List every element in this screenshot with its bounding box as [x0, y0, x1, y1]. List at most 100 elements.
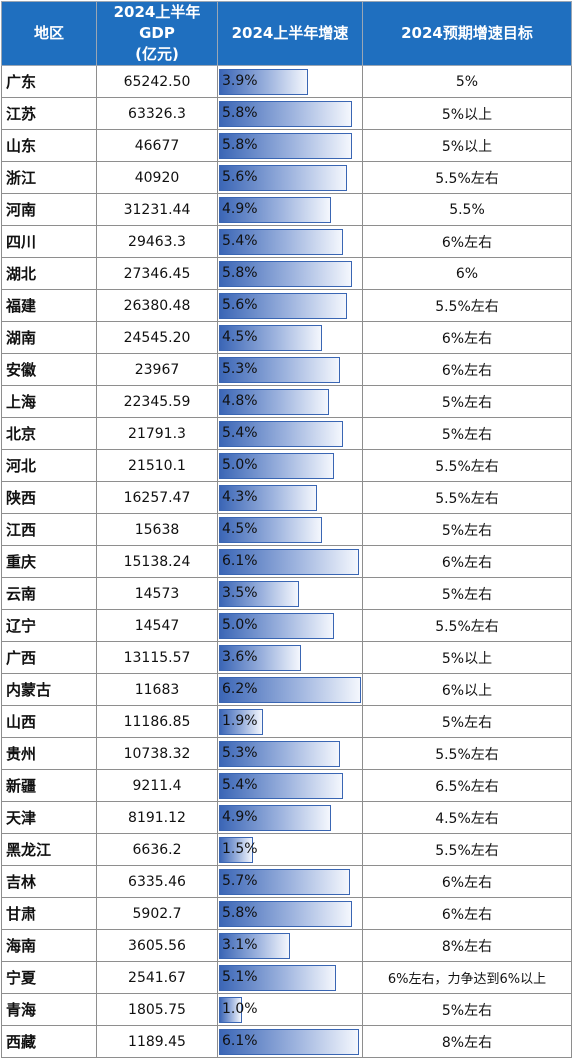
table-row: 重庆 15138.24 6.1% 6%左右	[1, 545, 572, 578]
gdp-cell: 16257.47	[96, 481, 218, 514]
gdp-cell: 46677	[96, 129, 218, 162]
table-row: 四川 29463.3 5.4% 6%左右	[1, 225, 572, 258]
growth-bar	[219, 901, 352, 927]
target-cell: 5%左右	[362, 705, 572, 738]
target-cell: 5.5%	[362, 193, 572, 226]
growth-cell: 4.5%	[217, 321, 363, 354]
growth-cell: 5.3%	[217, 737, 363, 770]
region-cell: 北京	[1, 417, 97, 450]
growth-bar	[219, 613, 334, 639]
gdp-cell: 6335.46	[96, 865, 218, 898]
growth-cell: 5.1%	[217, 961, 363, 994]
gdp-cell: 3605.56	[96, 929, 218, 962]
table-row: 黑龙江 6636.2 1.5% 5.5%左右	[1, 833, 572, 866]
growth-value: 5.6%	[222, 297, 258, 313]
target-cell: 5.5%左右	[362, 161, 572, 194]
growth-value: 6.2%	[222, 681, 258, 697]
target-cell: 6%左右	[362, 321, 572, 354]
table-row: 江西 15638 4.5% 5%左右	[1, 513, 572, 546]
growth-bar	[219, 325, 322, 351]
growth-bar	[219, 453, 334, 479]
gdp-cell: 11186.85	[96, 705, 218, 738]
growth-bar	[219, 357, 340, 383]
growth-bar	[219, 997, 242, 1023]
growth-bar	[219, 101, 352, 127]
growth-bar	[219, 293, 347, 319]
growth-bar	[219, 677, 361, 703]
target-cell: 5.5%左右	[362, 449, 572, 482]
table-row: 福建 26380.48 5.6% 5.5%左右	[1, 289, 572, 322]
growth-cell: 5.6%	[217, 289, 363, 322]
growth-bar	[219, 229, 343, 255]
growth-cell: 5.3%	[217, 353, 363, 386]
region-cell: 江苏	[1, 97, 97, 130]
target-cell: 4.5%左右	[362, 801, 572, 834]
growth-bar	[219, 645, 301, 671]
target-cell: 5%以上	[362, 129, 572, 162]
gdp-cell: 22345.59	[96, 385, 218, 418]
gdp-cell: 23967	[96, 353, 218, 386]
growth-bar	[219, 261, 352, 287]
table-header-row: 地区 2024上半年GDP (亿元) 2024上半年增速 2024预期增速目标	[1, 1, 572, 66]
growth-cell: 4.5%	[217, 513, 363, 546]
target-cell: 5.5%左右	[362, 833, 572, 866]
growth-value: 5.8%	[222, 137, 258, 153]
growth-bar	[219, 549, 359, 575]
region-cell: 黑龙江	[1, 833, 97, 866]
target-cell: 8%左右	[362, 929, 572, 962]
table-row: 河北 21510.1 5.0% 5.5%左右	[1, 449, 572, 482]
target-cell: 5%左右	[362, 993, 572, 1026]
table-row: 湖北 27346.45 5.8% 6%	[1, 257, 572, 290]
table-row: 安徽 23967 5.3% 6%左右	[1, 353, 572, 386]
gdp-cell: 15638	[96, 513, 218, 546]
growth-cell: 1.0%	[217, 993, 363, 1026]
region-cell: 贵州	[1, 737, 97, 770]
target-cell: 8%左右	[362, 1025, 572, 1058]
gdp-cell: 15138.24	[96, 545, 218, 578]
target-cell: 6%左右	[362, 545, 572, 578]
growth-value: 3.1%	[222, 937, 258, 953]
region-cell: 内蒙古	[1, 673, 97, 706]
target-cell: 6%左右，力争达到6%以上	[362, 961, 572, 994]
growth-cell: 5.4%	[217, 225, 363, 258]
growth-bar	[219, 581, 299, 607]
growth-bar	[219, 773, 343, 799]
region-cell: 湖北	[1, 257, 97, 290]
growth-cell: 4.9%	[217, 193, 363, 226]
region-cell: 河北	[1, 449, 97, 482]
gdp-cell: 21791.3	[96, 417, 218, 450]
gdp-cell: 14547	[96, 609, 218, 642]
region-cell: 新疆	[1, 769, 97, 802]
growth-cell: 4.9%	[217, 801, 363, 834]
region-cell: 陕西	[1, 481, 97, 514]
table-row: 广西 13115.57 3.6% 5%以上	[1, 641, 572, 674]
growth-cell: 5.7%	[217, 865, 363, 898]
gdp-cell: 11683	[96, 673, 218, 706]
gdp-cell: 40920	[96, 161, 218, 194]
growth-value: 5.0%	[222, 457, 258, 473]
region-cell: 西藏	[1, 1025, 97, 1058]
growth-cell: 6.1%	[217, 545, 363, 578]
growth-value: 5.8%	[222, 265, 258, 281]
growth-value: 5.3%	[222, 745, 258, 761]
gdp-cell: 29463.3	[96, 225, 218, 258]
growth-cell: 5.4%	[217, 417, 363, 450]
table-row: 新疆 9211.4 5.4% 6.5%左右	[1, 769, 572, 802]
region-cell: 浙江	[1, 161, 97, 194]
table-row: 辽宁 14547 5.0% 5.5%左右	[1, 609, 572, 642]
growth-cell: 5.4%	[217, 769, 363, 802]
target-cell: 6.5%左右	[362, 769, 572, 802]
growth-value: 5.1%	[222, 969, 258, 985]
growth-value: 3.5%	[222, 585, 258, 601]
growth-value: 5.7%	[222, 873, 258, 889]
growth-cell: 3.5%	[217, 577, 363, 610]
region-cell: 吉林	[1, 865, 97, 898]
growth-value: 4.3%	[222, 489, 258, 505]
region-cell: 辽宁	[1, 609, 97, 642]
growth-cell: 3.1%	[217, 929, 363, 962]
header-gdp-line1: 2024上半年GDP	[113, 3, 201, 42]
header-growth: 2024上半年增速	[217, 1, 363, 66]
gdp-cell: 21510.1	[96, 449, 218, 482]
growth-value: 4.8%	[222, 393, 258, 409]
